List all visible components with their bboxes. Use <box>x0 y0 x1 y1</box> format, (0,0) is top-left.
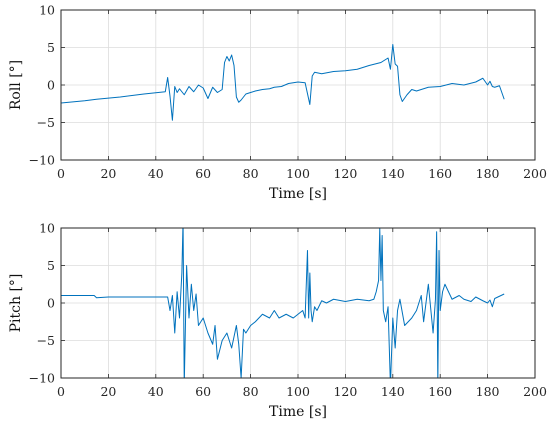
roll-series-line <box>61 44 505 121</box>
pitch-x-tick-label: 120 <box>333 384 357 399</box>
roll-x-tick-label: 0 <box>57 166 65 181</box>
pitch-x-tick-label: 160 <box>428 384 452 399</box>
roll-x-tick-label: 180 <box>476 166 500 181</box>
roll-chart: 0 20 40 60 80 100 120 140 160 180 200 −10 −5 0 5 10 Tim… <box>8 3 547 203</box>
roll-y-tick-label: 0 <box>47 78 55 93</box>
pitch-x-tick-label: 80 <box>243 384 259 399</box>
roll-x-tick-label: 200 <box>523 166 547 181</box>
pitch-x-tick-label: 40 <box>148 384 164 399</box>
pitch-x-tick-label: 140 <box>381 384 405 399</box>
pitch-series-line <box>61 228 505 378</box>
pitch-x-tick-label: 60 <box>195 384 211 399</box>
pitch-x-tick-label: 180 <box>476 384 500 399</box>
pitch-x-tick-label: 0 <box>57 384 65 399</box>
pitch-y-tick-label: −5 <box>37 333 55 348</box>
roll-x-axis-label: Time [s] <box>269 186 327 202</box>
roll-x-tick-label: 60 <box>195 166 211 181</box>
pitch-y-tick-label: −10 <box>29 371 55 386</box>
pitch-y-axis-label: Pitch [°] <box>8 274 24 333</box>
pitch-y-tick-label: 5 <box>47 258 55 273</box>
roll-y-tick-label: −5 <box>37 115 55 130</box>
roll-y-tick-label: 10 <box>39 3 55 18</box>
roll-y-tick-label: −10 <box>29 153 55 168</box>
roll-x-tick-label: 100 <box>286 166 310 181</box>
roll-x-tick-label: 160 <box>428 166 452 181</box>
pitch-chart: 0 20 40 60 80 100 120 140 160 180 200 −10 −5 0 5 10 Tim… <box>8 221 547 421</box>
roll-x-tick-label: 40 <box>148 166 164 181</box>
pitch-x-tick-label: 200 <box>523 384 547 399</box>
roll-y-tick-label: 5 <box>47 40 55 55</box>
roll-y-axis-label: Roll [°] <box>8 60 24 110</box>
pitch-x-axis-label: Time [s] <box>269 404 327 420</box>
pitch-y-tick-label: 10 <box>39 221 55 236</box>
pitch-y-tick-label: 0 <box>47 296 55 311</box>
roll-x-tick-label: 80 <box>243 166 259 181</box>
roll-x-tick-label: 20 <box>100 166 116 181</box>
roll-x-tick-label: 120 <box>333 166 357 181</box>
roll-x-tick-label: 140 <box>381 166 405 181</box>
pitch-x-tick-label: 20 <box>100 384 116 399</box>
pitch-x-tick-label: 100 <box>286 384 310 399</box>
